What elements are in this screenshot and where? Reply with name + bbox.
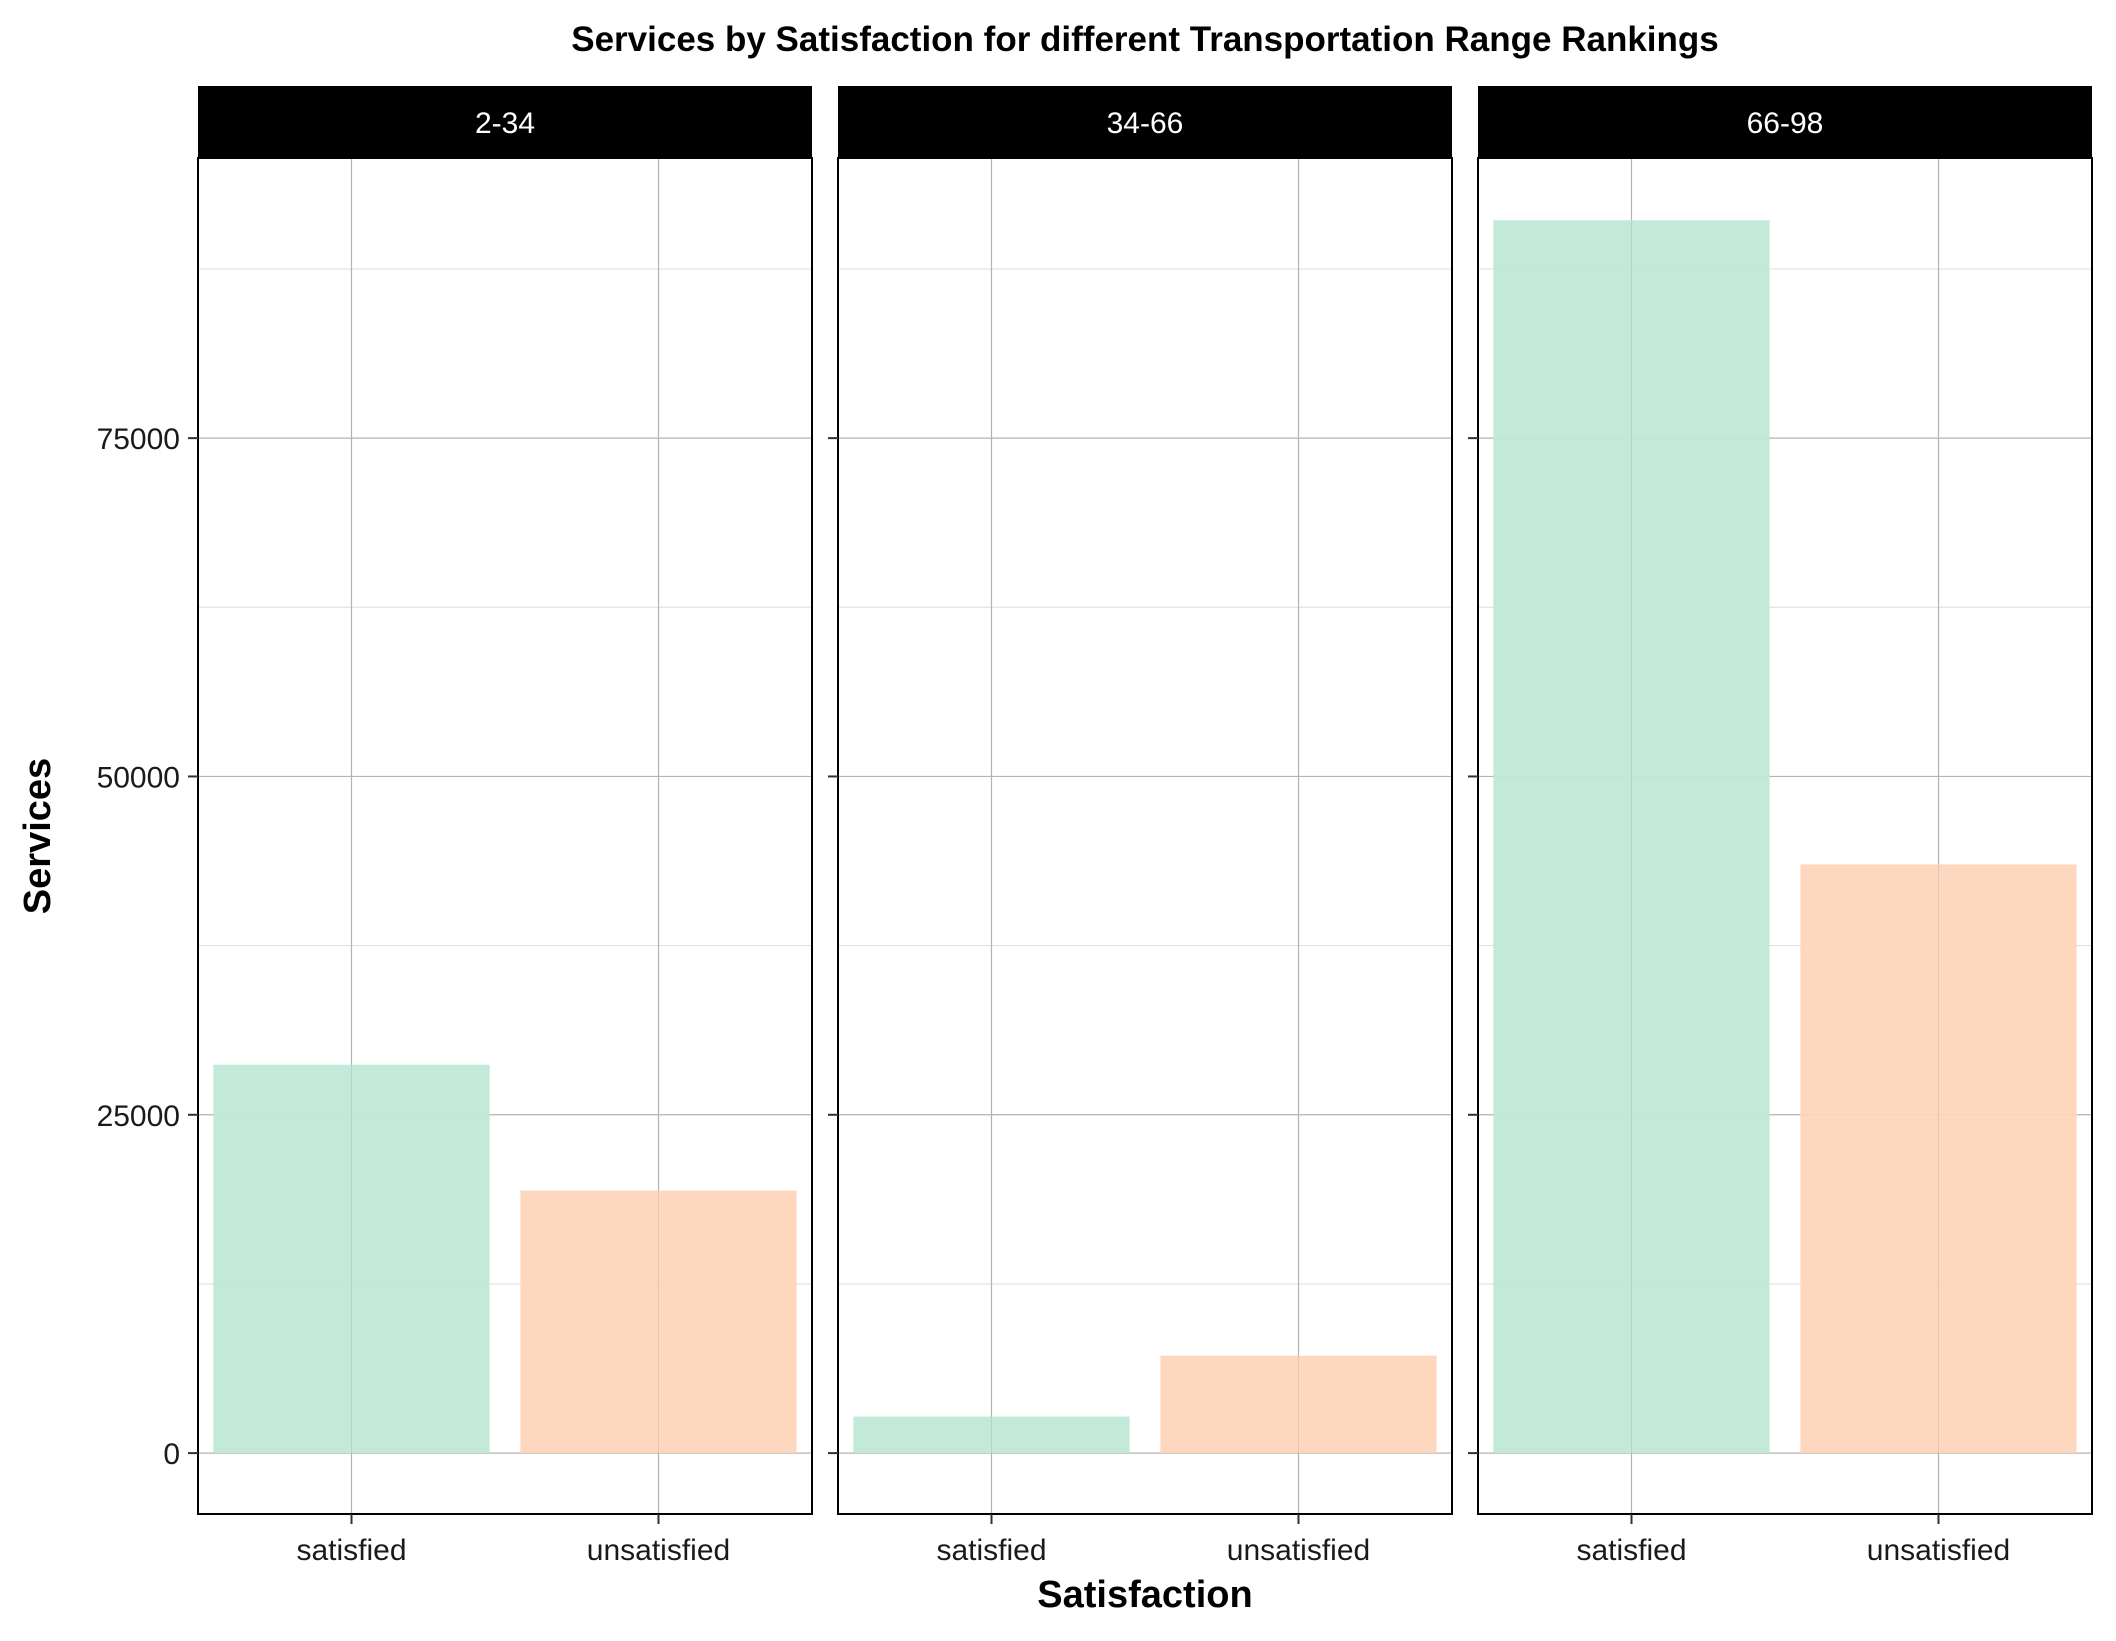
bar-66-98-satisfied	[1493, 220, 1770, 1454]
facet-panel-66-98: 66-98 satisfied unsatisfied	[1468, 86, 2093, 1567]
x-tick-label: satisfied	[296, 1534, 406, 1567]
facet-strip-label: 34-66	[1107, 107, 1184, 140]
bar-66-98-unsatisfied	[1800, 864, 2077, 1454]
y-axis-title: Services	[17, 758, 59, 914]
facet-strip	[838, 86, 1452, 158]
bar-2-34-satisfied	[213, 1064, 490, 1454]
x-axis-title: Satisfaction	[1037, 1574, 1252, 1616]
facet-panel-2-34: 2-34 satisfied unsatisfied	[197, 86, 813, 1567]
x-tick-label: unsatisfied	[1227, 1534, 1370, 1567]
y-tick-label: 50000	[97, 761, 180, 794]
x-tick-label: satisfied	[936, 1534, 1046, 1567]
y-tick-label: 75000	[97, 423, 180, 456]
facet-strip-label: 2-34	[475, 107, 535, 140]
x-tick-label: satisfied	[1576, 1534, 1686, 1567]
y-tick-label: 0	[163, 1438, 180, 1471]
x-tick-label: unsatisfied	[1867, 1534, 2010, 1567]
bar-34-66-unsatisfied	[1160, 1355, 1437, 1454]
bar-2-34-unsatisfied	[520, 1190, 797, 1454]
bar-34-66-satisfied	[853, 1416, 1130, 1454]
x-tick-label: unsatisfied	[587, 1534, 730, 1567]
facet-strip	[1478, 86, 2092, 158]
facet-panels: 2-34 satisfied unsatisfied 34-66 satisfied un…	[197, 86, 2093, 1567]
chart-title: Services by Satisfaction for different T…	[571, 20, 1718, 59]
y-tick-label: 25000	[97, 1100, 180, 1133]
facet-panel-34-66: 34-66 satisfied unsatisfied	[828, 86, 1453, 1567]
facet-strip-label: 66-98	[1747, 107, 1824, 140]
facet-strip	[198, 86, 812, 158]
panel-background	[838, 158, 1452, 1514]
